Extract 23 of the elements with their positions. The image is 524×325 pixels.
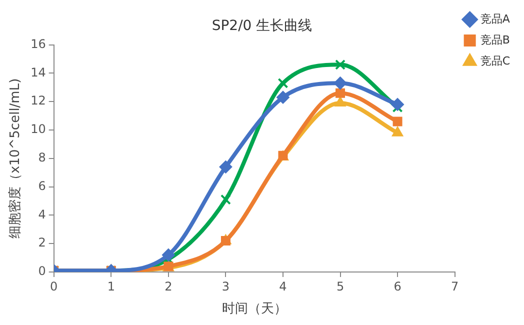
y-tick-label: 2: [38, 236, 46, 250]
legend-label: 竞品A: [480, 12, 510, 26]
x-tick-label: 5: [336, 279, 344, 294]
x-tick-label: 0: [50, 279, 58, 294]
legend-label: 竞品C: [480, 54, 510, 68]
y-tick-label: 16: [30, 36, 46, 51]
chart-title: SP2/0 生长曲线: [212, 18, 312, 34]
y-tick-label: 12: [30, 94, 46, 108]
x-tick-label: 4: [279, 279, 287, 294]
y-tick-label: 6: [38, 178, 46, 193]
y-axis-title: 细胞密度（x10^5cell/mL): [7, 78, 24, 238]
x-tick-label: 1: [107, 279, 115, 294]
y-tick-label: 4: [38, 207, 46, 222]
y-tick-label: 14: [30, 65, 46, 80]
x-tick-label: 6: [394, 279, 402, 294]
x-tick-label: 7: [451, 279, 459, 294]
x-tick-label: 3: [222, 279, 230, 294]
y-tick-label: 10: [30, 122, 46, 136]
x-axis-title: 时间（天）: [222, 302, 287, 317]
x-tick-label: 2: [164, 279, 172, 294]
y-tick-label: 0: [38, 264, 46, 278]
legend-label: 竞品B: [480, 33, 510, 46]
y-tick-label: 8: [38, 150, 46, 165]
